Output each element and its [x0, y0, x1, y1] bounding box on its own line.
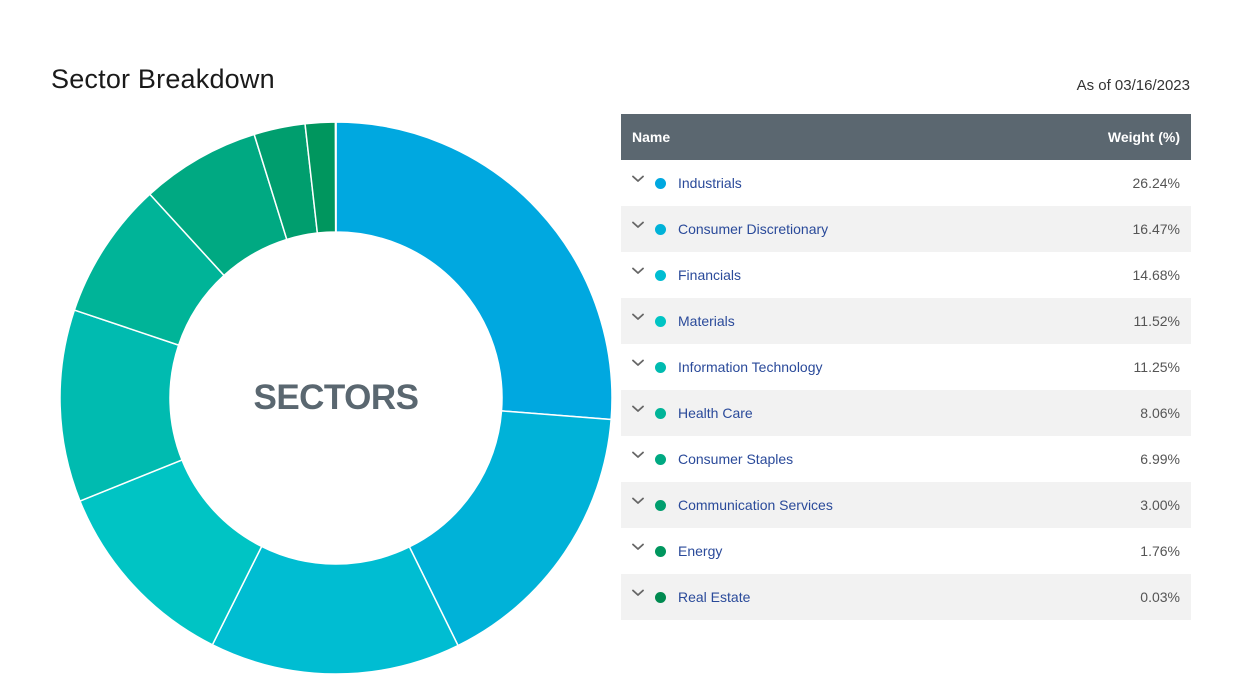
donut-svg: [59, 121, 613, 675]
table-row[interactable]: Consumer Discretionary 16.47%: [621, 206, 1191, 252]
donut-slice-consumer-discretionary[interactable]: [408, 410, 612, 647]
table-row[interactable]: Financials 14.68%: [621, 252, 1191, 298]
sector-table: Name Weight (%) Industrials 26.24% Consume…: [621, 114, 1191, 620]
sector-weight: 3.00%: [1140, 497, 1180, 513]
donut-slice-real-estate[interactable]: [334, 121, 337, 233]
legend-dot-icon: [655, 223, 666, 235]
donut-slice-industrials[interactable]: [335, 121, 613, 421]
legend-dot-icon: [655, 407, 666, 419]
sector-name[interactable]: Information Technology: [678, 359, 823, 375]
header-weight: Weight (%): [1107, 129, 1180, 145]
sector-name[interactable]: Health Care: [678, 405, 753, 421]
sector-name[interactable]: Materials: [678, 313, 735, 329]
legend-dot-icon: [655, 177, 666, 189]
table-row[interactable]: Information Technology 11.25%: [621, 344, 1191, 390]
chevron-down-icon[interactable]: [631, 310, 645, 324]
header-name: Name: [632, 129, 671, 145]
sector-name[interactable]: Energy: [678, 543, 723, 559]
sector-weight: 1.76%: [1140, 543, 1180, 559]
chevron-down-icon[interactable]: [631, 172, 645, 186]
sector-weight: 11.25%: [1133, 359, 1180, 375]
table-body: Industrials 26.24% Consumer Discretionary 1…: [621, 160, 1191, 620]
sector-weight: 16.47%: [1132, 221, 1180, 237]
sector-name[interactable]: Industrials: [678, 175, 742, 191]
page-title: Sector Breakdown: [51, 64, 275, 94]
table-row[interactable]: Health Care 8.06%: [621, 390, 1191, 436]
chevron-down-icon[interactable]: [631, 264, 645, 278]
sector-donut-chart: SECTORS: [56, 118, 616, 678]
chevron-down-icon[interactable]: [631, 356, 645, 370]
legend-dot-icon: [655, 499, 666, 511]
sector-weight: 14.68%: [1132, 267, 1180, 283]
chevron-down-icon[interactable]: [631, 402, 645, 416]
sector-name[interactable]: Real Estate: [678, 589, 751, 605]
table-row[interactable]: Materials 11.52%: [621, 298, 1191, 344]
legend-dot-icon: [655, 269, 666, 281]
sector-weight: 26.24%: [1132, 175, 1180, 191]
sector-name[interactable]: Communication Services: [678, 497, 833, 513]
sector-weight: 0.03%: [1140, 589, 1180, 605]
sector-name[interactable]: Consumer Discretionary: [678, 221, 829, 237]
legend-dot-icon: [655, 545, 666, 557]
chevron-down-icon[interactable]: [631, 586, 645, 600]
table-row[interactable]: Real Estate 0.03%: [621, 574, 1191, 620]
sector-weight: 6.99%: [1140, 451, 1180, 467]
table-row[interactable]: Industrials 26.24%: [621, 160, 1191, 206]
legend-dot-icon: [655, 591, 666, 603]
legend-dot-icon: [655, 315, 666, 327]
table-row[interactable]: Consumer Staples 6.99%: [621, 436, 1191, 482]
as-of-date: As of 03/16/2023: [1076, 77, 1190, 94]
sector-name[interactable]: Consumer Staples: [678, 451, 794, 467]
sector-name[interactable]: Financials: [678, 267, 742, 283]
legend-dot-icon: [655, 453, 666, 465]
table-row[interactable]: Energy 1.76%: [621, 528, 1191, 574]
table-row[interactable]: Communication Services 3.00%: [621, 482, 1191, 528]
chevron-down-icon[interactable]: [631, 448, 645, 462]
table-header: Name Weight (%): [621, 114, 1191, 160]
sector-weight: 8.06%: [1140, 405, 1180, 421]
chevron-down-icon[interactable]: [631, 218, 645, 232]
chevron-down-icon[interactable]: [631, 494, 645, 508]
chevron-down-icon[interactable]: [631, 540, 645, 554]
legend-dot-icon: [655, 361, 666, 373]
sector-weight: 11.52%: [1133, 313, 1180, 329]
